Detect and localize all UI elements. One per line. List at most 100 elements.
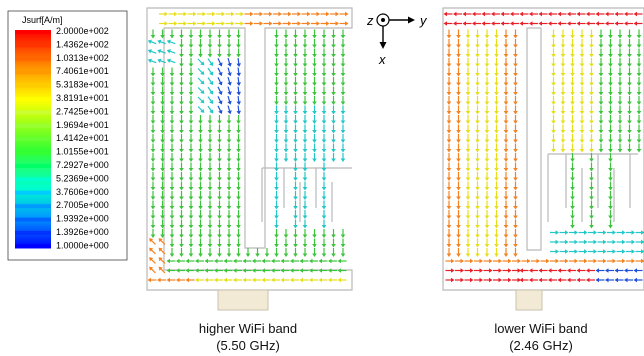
current-arrow (445, 268, 455, 273)
current-arrow (578, 230, 588, 235)
current-arrow (236, 124, 241, 134)
current-arrow (608, 77, 613, 86)
current-arrow (293, 191, 298, 200)
current-arrow (226, 115, 232, 124)
legend-swatch (15, 83, 51, 88)
current-arrow (226, 219, 232, 229)
current-arrow (614, 268, 624, 273)
current-arrow (633, 11, 643, 17)
current-arrow (147, 49, 157, 54)
current-arrow (207, 210, 213, 219)
current-arrow (557, 268, 567, 273)
current-arrow (503, 86, 509, 96)
current-arrow (245, 248, 251, 257)
legend-swatch (15, 177, 51, 182)
current-arrow (608, 181, 613, 191)
current-arrow (484, 58, 490, 67)
caption-title: higher WiFi band (198, 321, 298, 336)
current-arrow (627, 48, 632, 58)
current-arrow (198, 200, 203, 210)
current-arrow (570, 134, 575, 143)
current-arrow (236, 105, 242, 115)
current-arrow (206, 11, 216, 17)
current-arrow (236, 29, 241, 39)
current-arrow (160, 134, 165, 143)
current-arrow (254, 11, 263, 17)
current-arrow (586, 11, 595, 17)
current-arrow (635, 239, 644, 245)
current-arrow (636, 96, 642, 105)
current-arrow (570, 96, 575, 105)
current-arrow (598, 67, 604, 77)
current-arrow (570, 48, 575, 58)
current-arrow (465, 143, 471, 153)
current-arrow (236, 191, 241, 200)
current-arrow (242, 277, 252, 283)
current-arrow (160, 229, 165, 238)
current-arrow (493, 268, 502, 273)
current-arrow (626, 249, 635, 254)
current-arrow (627, 143, 632, 153)
current-arrow (179, 219, 184, 229)
current-arrow (169, 248, 175, 257)
current-arrow (293, 219, 298, 229)
current-arrow (465, 200, 471, 210)
current-arrow (446, 115, 452, 124)
current-arrow (624, 268, 633, 273)
current-arrow (633, 277, 643, 283)
current-arrow (261, 277, 271, 283)
current-arrow (274, 181, 279, 191)
current-arrow (226, 39, 232, 48)
current-arrow (503, 39, 509, 48)
current-arrow (309, 258, 318, 264)
current-arrow (217, 77, 223, 86)
current-arrow (616, 249, 626, 254)
current-arrow (589, 162, 594, 172)
current-arrow (513, 67, 518, 77)
current-arrow (570, 191, 575, 200)
legend-swatch (15, 190, 51, 195)
current-arrow (456, 58, 461, 67)
current-arrow (160, 210, 165, 219)
current-arrow (513, 238, 518, 248)
current-arrow (302, 105, 308, 115)
current-arrow (340, 39, 346, 48)
current-arrow (494, 134, 499, 143)
current-arrow (321, 77, 327, 86)
current-arrow (617, 29, 623, 39)
current-arrow (484, 210, 490, 219)
current-arrow (226, 162, 232, 172)
current-arrow (226, 229, 232, 238)
current-arrow (465, 172, 471, 181)
current-arrow (589, 96, 594, 105)
current-arrow (475, 229, 480, 238)
legend-swatch (15, 231, 51, 235)
current-arrow (226, 200, 232, 210)
current-arrow (283, 96, 289, 105)
current-arrow (340, 134, 346, 143)
current-arrow (494, 162, 499, 172)
current-arrow (242, 258, 252, 264)
current-arrow (608, 172, 613, 181)
current-arrow (465, 191, 471, 200)
current-arrow (252, 258, 261, 264)
current-arrow (484, 162, 490, 172)
current-arrow (312, 124, 317, 134)
current-arrow (223, 268, 233, 273)
current-vectors (443, 11, 644, 283)
current-arrow (321, 143, 327, 153)
legend-label: 3.8191e+001 (56, 93, 109, 103)
current-arrow (551, 105, 556, 115)
legend-label: 1.0155e+001 (56, 147, 109, 157)
current-arrow (589, 29, 594, 39)
current-arrow (299, 258, 309, 264)
current-arrow (274, 134, 279, 143)
current-arrow (567, 11, 576, 17)
current-arrow (608, 86, 613, 96)
current-arrow (598, 29, 604, 39)
current-arrow (149, 247, 156, 255)
current-arrow (169, 153, 175, 162)
current-arrow (551, 77, 556, 86)
current-arrow (292, 21, 301, 26)
